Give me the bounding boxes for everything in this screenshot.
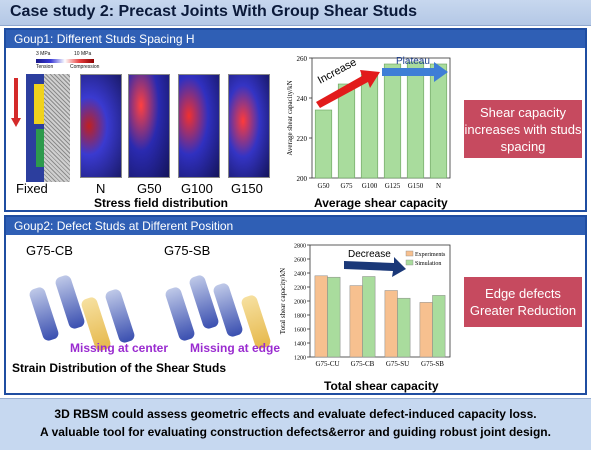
chart1-ytick-label: 220 — [297, 135, 308, 143]
chart1-bar — [383, 63, 402, 179]
missing-edge-label: Missing at edge — [190, 341, 281, 355]
group1-callout: Shear capacity increases with studs spac… — [464, 100, 582, 158]
stress-caption: Stress field distribution — [94, 196, 229, 210]
legend-tension-label: Tension — [36, 64, 54, 70]
chart1-caption: Average shear capacity — [314, 196, 448, 210]
chart2-ytick-label: 2000 — [294, 300, 306, 306]
specimen-model — [11, 74, 74, 186]
strain-caption: Strain Distribution of the Shear Studs — [12, 361, 227, 375]
decrease-arrow — [344, 257, 406, 277]
legend-high-label: 10 MPa — [74, 51, 92, 57]
chart2-ytick-label: 1400 — [294, 342, 306, 348]
chart2-bar — [349, 285, 363, 358]
chart2-bar — [432, 295, 446, 358]
footer-bar: 3D RBSM could assess geometric effects a… — [0, 398, 591, 450]
group2-callout: Edge defects Greater Reduction — [464, 277, 582, 327]
chart1-ytick-label: 240 — [297, 95, 308, 103]
total-shear-chart: 1200 1400 1600 1800 2000 2200 2400 2600 2800 Tota… — [279, 244, 451, 368]
chart2-xtick-label: G75-SU — [386, 360, 409, 368]
chart1-xtick-label: G125 — [385, 182, 401, 190]
legend-compression-label: Compression — [70, 64, 100, 70]
chart2-ytick-label: 2200 — [294, 286, 306, 292]
average-shear-chart: 200 220 240 260 Average shear capacity/kN G50… — [286, 55, 451, 190]
chart2-ytick-label: 1800 — [294, 314, 306, 320]
footer-line-2: A valuable tool for evaluating construct… — [40, 425, 551, 439]
title-bar: Case study 2: Precast Joints With Group … — [0, 0, 591, 26]
chart1-bar — [314, 109, 333, 179]
chart1-xtick-label: G100 — [362, 182, 378, 190]
chart1-xtick-label: N — [436, 182, 441, 190]
group1-panel: Goup1: Different Studs Spacing H 3 MPa 1… — [4, 28, 587, 212]
stress-panel-g150 — [228, 74, 270, 178]
load-arrow-shaft — [14, 78, 18, 120]
label-g150: G150 — [231, 181, 263, 196]
legend-colorbar — [36, 59, 94, 63]
stud-sb-1 — [164, 285, 196, 343]
footer-line-1: 3D RBSM could assess geometric effects a… — [54, 407, 537, 421]
plateau-arrow — [382, 62, 448, 82]
chart2-ylabel: Total shear capacity/kN — [279, 268, 287, 334]
stress-panel-n — [80, 74, 122, 178]
chart2-xtick-label: G75-CU — [315, 360, 339, 368]
chart2-ytick-label: 2400 — [294, 272, 306, 278]
chart2-bar — [362, 276, 376, 358]
label-g50: G50 — [137, 181, 162, 196]
group2-heading: Goup2: Defect Studs at Different Positio… — [6, 217, 585, 235]
chart2-bar — [384, 290, 398, 358]
plateau-label: Plateau — [396, 56, 430, 67]
chart1-bar — [360, 73, 379, 179]
label-n: N — [96, 181, 106, 196]
chart1-ylabel: Average shear capacity/kN — [286, 80, 294, 155]
stud-cb-4 — [104, 287, 136, 345]
chart1-ytick-label: 200 — [297, 175, 308, 183]
missing-center-label: Missing at center — [70, 341, 169, 355]
chart2-caption: Total shear capacity — [324, 379, 439, 393]
chart1-bar — [406, 61, 425, 179]
page-title: Case study 2: Precast Joints With Group … — [10, 3, 418, 20]
chart1-frame — [311, 57, 451, 179]
decrease-label: Decrease — [348, 249, 391, 260]
label-g100: G100 — [181, 181, 213, 196]
concrete-mesh — [44, 74, 70, 182]
chart2-ytick-label: 2800 — [294, 244, 306, 250]
chart2-xtick-label: G75-CB — [351, 360, 375, 368]
chart1-bar — [429, 63, 448, 179]
legend-low-label: 3 MPa — [36, 51, 51, 57]
chart1-xtick-label: G50 — [317, 182, 330, 190]
stud-yellow — [34, 84, 44, 124]
chart1-xtick-label: G150 — [408, 182, 424, 190]
chart1-ytick-label: 260 — [297, 55, 308, 63]
chart1-xtick-label: G75 — [340, 182, 353, 190]
chart2-ytick-label: 2600 — [294, 258, 306, 264]
chart2-ytick-label: 1600 — [294, 328, 306, 334]
stress-panel-g100 — [178, 74, 220, 178]
chart1-bar — [337, 83, 356, 179]
load-arrow-icon — [11, 118, 21, 127]
group2-panel: Goup2: Defect Studs at Different Positio… — [4, 215, 587, 395]
chart2-xtick-label: G75-SB — [421, 360, 444, 368]
chart2-legend-swatch — [405, 250, 414, 257]
stress-legend: 3 MPa 10 MPa Tension Compression — [36, 51, 286, 73]
chart2-ytick-label: 1200 — [294, 356, 306, 362]
chart2-legend-label: Simulation — [415, 261, 441, 267]
chart2-bar — [419, 302, 433, 358]
stress-panel-g50 — [128, 74, 170, 178]
group1-heading: Goup1: Different Studs Spacing H — [6, 30, 585, 48]
label-fixed: Fixed — [16, 181, 48, 196]
stud-green — [36, 129, 44, 167]
chart2-bar — [314, 275, 328, 358]
label-g75-cb: G75-CB — [26, 243, 73, 258]
chart2-legend-label: Experiments — [415, 252, 446, 258]
chart2-bar — [397, 297, 411, 358]
increase-arrow — [316, 70, 380, 108]
stud-cb-1 — [28, 285, 60, 343]
chart2-legend-swatch — [405, 259, 414, 266]
label-g75-sb: G75-SB — [164, 243, 211, 258]
stud-sb-3 — [212, 281, 244, 339]
chart2-bar — [327, 276, 341, 358]
stud-sb-2 — [188, 273, 220, 331]
